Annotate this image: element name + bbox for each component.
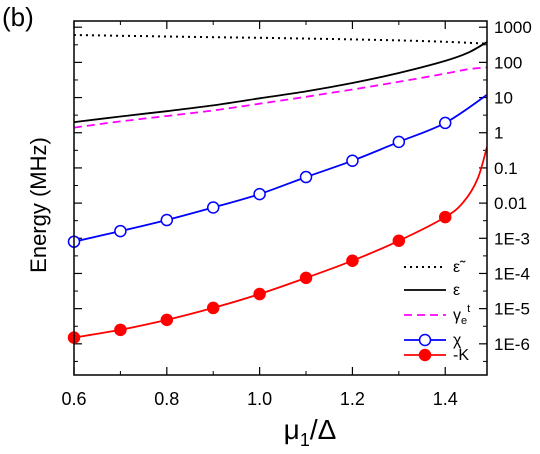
series-line-2 (74, 66, 487, 129)
data-point (299, 170, 313, 184)
data-point (438, 210, 452, 224)
panel-label: (b) (2, 2, 34, 32)
data-point (253, 187, 266, 201)
x-axis-label-tail: /Δ (310, 414, 336, 445)
legend-label: ε̃ (453, 259, 466, 276)
axis-ticks (73, 21, 487, 375)
x-axis-label: μ1/Δ (284, 414, 337, 449)
legend-label: -K (453, 347, 469, 364)
plot-frame (73, 20, 488, 376)
legend-marker (418, 348, 432, 362)
data-point (253, 287, 266, 301)
y-axis-label: Energy (MHz) (26, 137, 51, 273)
data-point (299, 271, 313, 285)
data-point (114, 224, 127, 238)
x-tick-label: 1.0 (247, 389, 272, 409)
x-tick-label: 1.4 (433, 389, 458, 409)
data-point (346, 254, 359, 267)
y-tick-label: 1000 (494, 18, 532, 37)
data-point (160, 313, 174, 327)
x-tick-labels: 0.6 0.8 1.0 1.2 1.4 (61, 389, 457, 409)
series-line-3 (74, 94, 487, 243)
legend-marker (418, 333, 432, 347)
y-tick-labels: 1E-6 1E-5 1E-4 1E-3 0.01 0.1 1 10 100 1000 (494, 18, 532, 354)
y-tick-label: 1E-5 (494, 300, 530, 319)
y-tick-label: 0.01 (494, 194, 527, 213)
legend-label: γet (453, 303, 470, 327)
legend-label: χ (453, 332, 462, 349)
y-tick-label: 1 (494, 124, 503, 143)
data-point (206, 301, 220, 315)
y-tick-label: 1E-3 (494, 229, 530, 248)
data-point (438, 116, 452, 130)
data-point (160, 213, 174, 227)
legend: ε̃ ε γet χ-K (404, 259, 470, 364)
x-axis-label-main: μ (284, 414, 300, 445)
x-axis-label-sub: 1 (300, 430, 310, 449)
data-point (346, 154, 359, 167)
y-tick-label: 1E-4 (494, 264, 530, 283)
y-tick-label: 10 (494, 89, 513, 108)
data-point (114, 323, 127, 337)
series-line-1 (74, 41, 487, 123)
data-point (392, 234, 406, 248)
legend-label: ε (453, 282, 460, 299)
data-point (206, 201, 220, 214)
y-tick-label: 1E-6 (494, 335, 530, 354)
series-line-0 (74, 34, 487, 45)
y-tick-label: 0.1 (494, 159, 518, 178)
x-tick-label: 1.2 (340, 389, 365, 409)
y-tick-label: 100 (494, 53, 522, 72)
x-tick-label: 0.8 (154, 389, 179, 409)
series-line-4 (74, 146, 487, 339)
plot-series (74, 34, 487, 339)
plot-markers (67, 116, 452, 344)
data-point (392, 135, 406, 149)
x-tick-label: 0.6 (61, 389, 86, 409)
